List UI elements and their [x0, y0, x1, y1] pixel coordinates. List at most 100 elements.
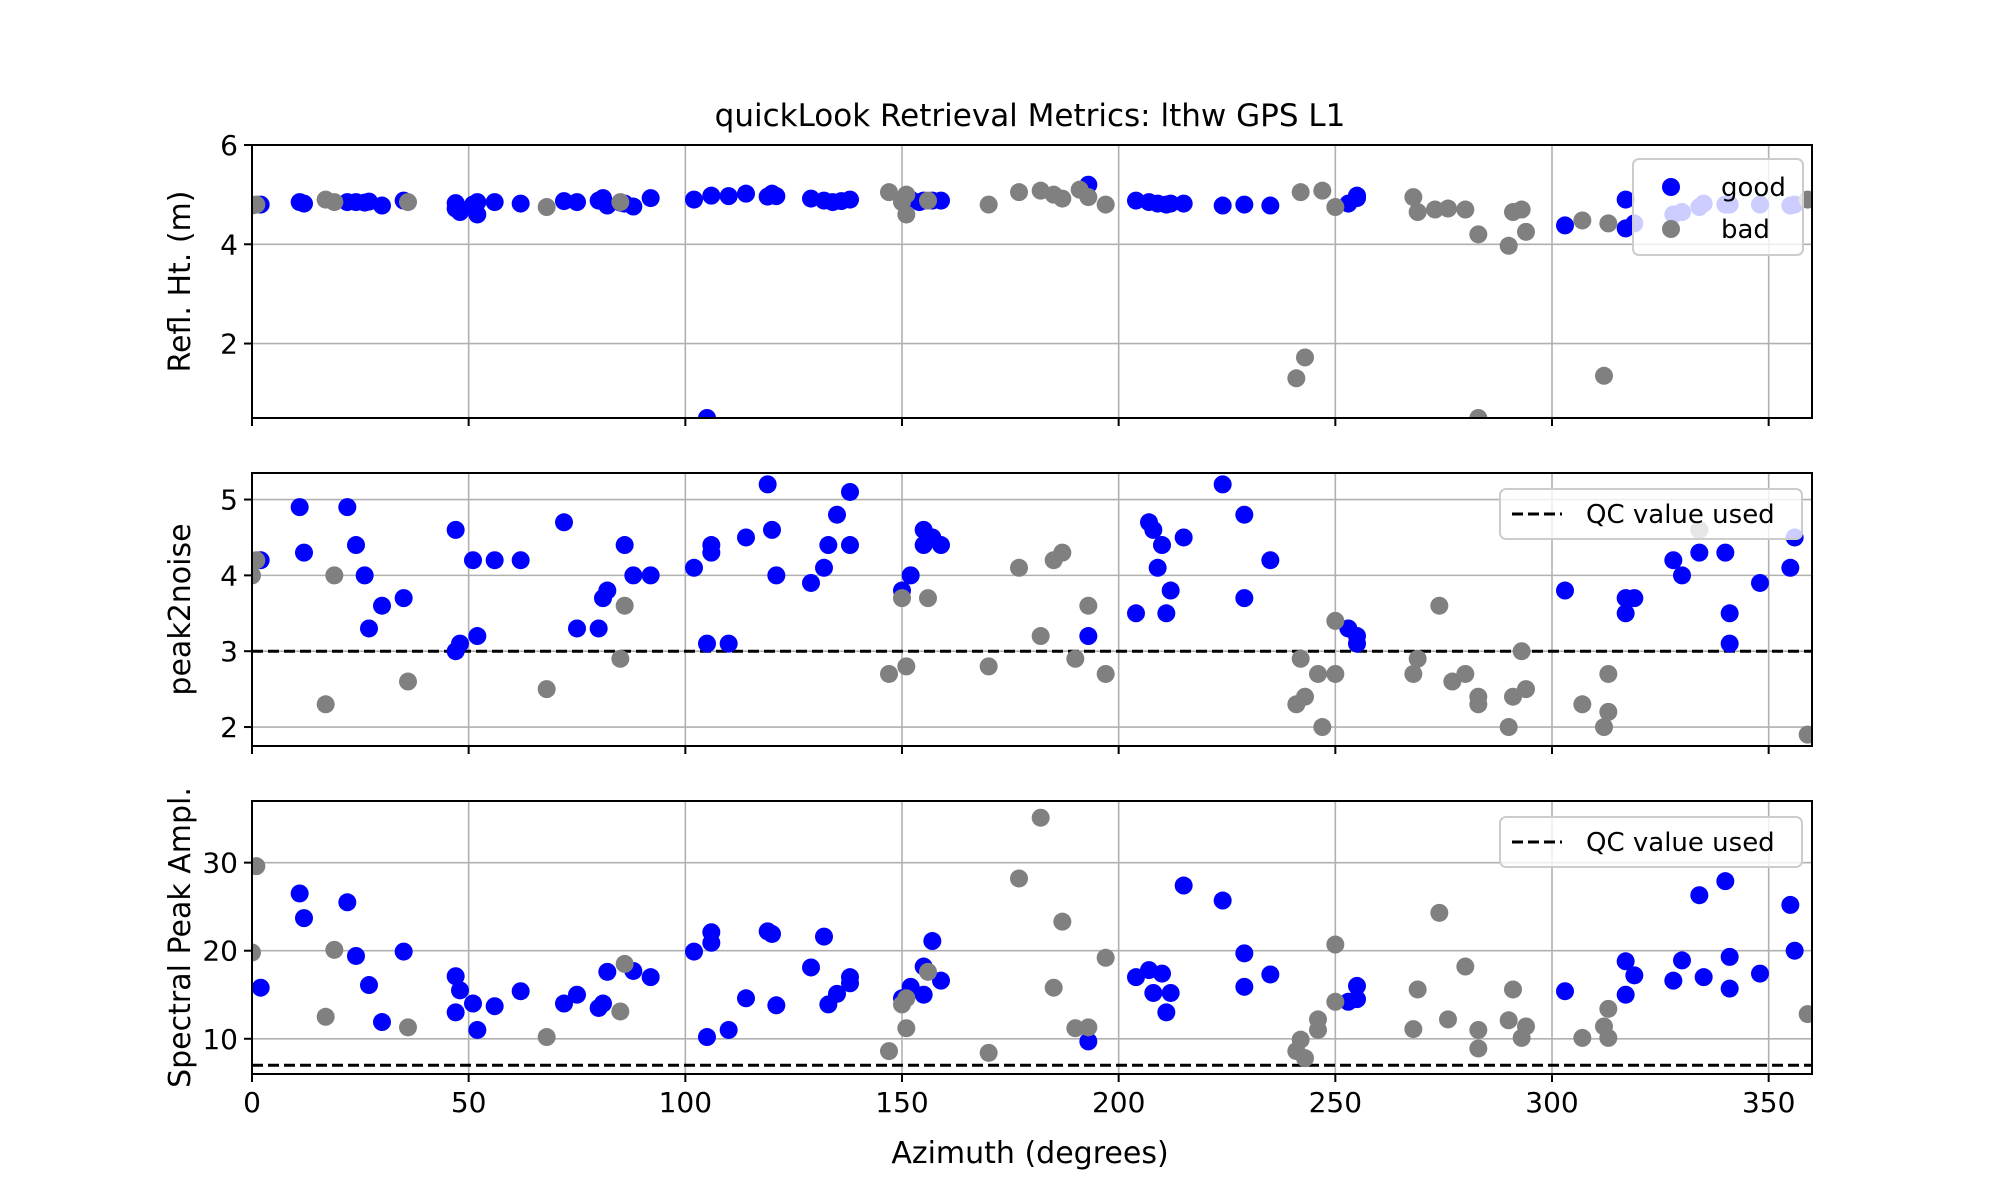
point-good [1616, 190, 1635, 209]
point-bad [1499, 236, 1518, 255]
point-good [641, 968, 660, 987]
point-good [295, 543, 313, 562]
point-bad [1404, 664, 1423, 683]
y-tick-label: 2 [220, 328, 238, 361]
point-good [568, 193, 586, 212]
point-bad [897, 657, 916, 676]
point-bad [897, 205, 916, 224]
point-good [702, 186, 721, 205]
point-bad [1309, 664, 1327, 683]
point-bad [316, 1007, 335, 1026]
point-bad [919, 962, 937, 981]
point-bad [1456, 200, 1475, 219]
y-tick-label: 30 [202, 847, 238, 880]
point-good [451, 981, 469, 1000]
point-bad [1504, 687, 1522, 706]
point-bad [1309, 1010, 1327, 1029]
point-bad [1066, 649, 1085, 668]
x-tick-label: 50 [451, 1086, 487, 1119]
point-good [1720, 604, 1739, 623]
point-good [252, 978, 270, 997]
point-bad [1512, 642, 1531, 661]
point-good [624, 566, 643, 585]
point-good [914, 985, 933, 1004]
point-bad [1469, 225, 1488, 244]
point-good [1235, 977, 1254, 996]
y-tick-label: 10 [202, 1023, 238, 1056]
point-good [446, 520, 465, 539]
y-tick-label: 6 [220, 129, 238, 162]
point-good [1716, 543, 1735, 562]
point-bad [1599, 214, 1618, 233]
point-good [719, 634, 738, 653]
point-good [1556, 216, 1574, 235]
point-good [767, 996, 786, 1015]
point-good [485, 193, 504, 212]
point-good [511, 194, 530, 213]
point-good [1161, 194, 1180, 213]
point-bad [1426, 200, 1444, 219]
point-good [719, 1020, 738, 1039]
point-good [1781, 558, 1800, 577]
point-bad [1456, 957, 1475, 976]
point-bad [1499, 1011, 1518, 1030]
legend: QC value used [1499, 816, 1803, 868]
point-good [841, 536, 859, 555]
point-good [1616, 952, 1635, 971]
point-bad [897, 989, 916, 1008]
point-good [394, 589, 413, 608]
point-bad [1798, 1005, 1812, 1024]
x-tick-label: 150 [875, 1086, 928, 1119]
x-axis-label: Azimuth (degrees) [891, 1136, 1168, 1171]
point-good [1694, 968, 1713, 987]
point-bad [1599, 1028, 1618, 1047]
point-good [1348, 186, 1366, 205]
point-good [685, 558, 703, 577]
point-good [1174, 876, 1193, 895]
point-bad [1053, 912, 1072, 931]
point-good [1616, 604, 1635, 623]
point-bad [1096, 195, 1115, 214]
point-good [698, 409, 716, 418]
point-bad [1408, 203, 1427, 222]
point-bad [897, 185, 916, 204]
point-bad [1469, 1039, 1488, 1058]
point-bad [615, 596, 634, 615]
y-tick-label: 5 [220, 484, 238, 517]
point-good [485, 997, 504, 1016]
point-good [295, 909, 313, 928]
y-tick-label: 2 [220, 711, 238, 744]
point-bad [611, 649, 630, 668]
point-good [373, 1013, 391, 1032]
point-good [1616, 985, 1635, 1004]
point-bad [1517, 222, 1535, 241]
point-good [1174, 528, 1193, 547]
point-bad [1595, 718, 1613, 737]
point-good [290, 498, 309, 517]
point-good [1148, 558, 1167, 577]
point-good [1213, 196, 1232, 215]
point-good [702, 923, 721, 942]
point-good [1690, 886, 1709, 905]
point-good [698, 634, 716, 653]
point-bad [1096, 664, 1115, 683]
point-good [1127, 191, 1145, 210]
point-bad [1079, 596, 1098, 615]
point-bad [252, 195, 266, 214]
point-bad [1031, 808, 1050, 827]
x-tick-label: 300 [1525, 1086, 1578, 1119]
point-good [1348, 990, 1366, 1009]
point-good [451, 634, 469, 653]
point-good [1751, 964, 1769, 983]
point-bad [1326, 611, 1345, 630]
point-bad [1469, 1020, 1488, 1039]
point-good [594, 994, 612, 1013]
point-bad [979, 657, 998, 676]
point-good [819, 536, 838, 555]
point-good [468, 205, 487, 224]
x-tick-label: 250 [1309, 1086, 1362, 1119]
point-good [555, 192, 573, 211]
point-good [763, 924, 781, 943]
point-bad [893, 589, 911, 608]
